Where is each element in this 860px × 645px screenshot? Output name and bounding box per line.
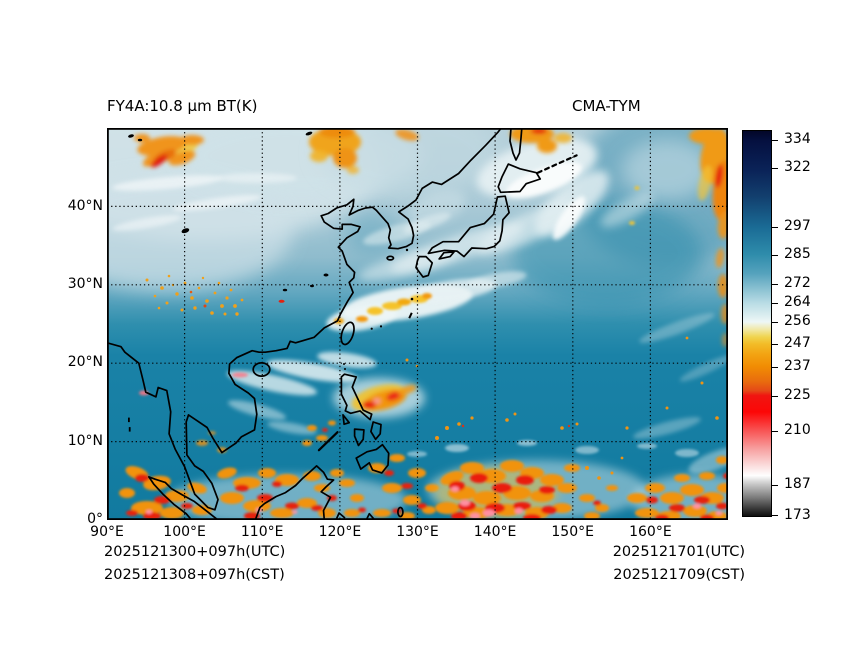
x-tick-110e: 110°E [240,524,284,540]
coast-palawan [317,431,339,452]
colorbar [742,130,772,517]
y-tick-10n: 10°N [67,433,103,449]
coast-luzon [340,373,373,421]
coast-samar-leyte [370,421,382,441]
y-tick-30n: 30°N [67,276,103,292]
valid-time-utc: 2025121701(UTC) [612,544,745,560]
lake-qinghai [181,228,190,234]
coast-taiwan [340,321,355,346]
colorbar-tickmark [772,140,778,142]
cb-tick-256: 256 [784,313,811,329]
axes-frame [106,127,729,521]
cb-tick-187: 187 [784,476,811,492]
y-tick-0: 0° [87,511,103,527]
coast-shikoku [438,251,455,260]
y-tick-20n: 20°N [67,354,103,370]
lakes-and-islets [128,131,414,432]
cb-tick-264: 264 [784,294,811,310]
x-tick-140e: 140°E [473,524,517,540]
cb-tick-334: 334 [784,131,811,147]
plot-title-left: FY4A:10.8 μm BT(K) [107,97,258,115]
x-tick-90e: 90°E [90,524,124,540]
x-tick-100e: 100°E [163,524,206,540]
coast-halmahera [397,506,404,518]
cb-tick-285: 285 [784,246,811,262]
satellite-bt-map [106,127,729,521]
cb-tick-173: 173 [784,507,811,523]
map-plot-area [106,127,729,521]
coast-sulawesi-a [335,512,346,520]
x-tick-150e: 150°E [551,524,594,540]
cb-tick-272: 272 [784,275,811,291]
coast-kyushu [415,255,434,278]
coast-sakhalin [509,128,523,161]
init-time-utc: 2025121300+097h(UTC) [104,544,286,560]
init-time-cst: 2025121308+097h(CST) [104,567,285,583]
coast-panay-negros [353,428,365,447]
coastlines [107,128,578,520]
coast-mindoro [342,414,351,426]
valid-time-cst: 2025121709(CST) [613,567,745,583]
cb-tick-225: 225 [784,387,811,403]
graticule [107,128,728,520]
plot-title-right: CMA-TYM [572,97,641,115]
cirrus-stipple [145,274,285,316]
cb-tick-210: 210 [784,422,811,438]
coast-kuril-islands [536,154,578,174]
x-tick-120e: 120°E [318,524,362,540]
coast-hainan [252,362,271,377]
x-tick-160e: 160°E [629,524,672,540]
coast-sulawesi-b [365,512,375,520]
coast-borneo [254,465,335,520]
andaman-islands [128,417,130,423]
coast-asia-mainland [107,128,503,511]
coast-honshu [427,195,510,258]
coast-hokkaido [497,163,542,194]
coast-sumatra [148,476,219,520]
cb-tick-237: 237 [784,358,811,374]
cb-tick-247: 247 [784,335,811,351]
y-tick-40n: 40°N [67,198,103,214]
cb-tick-322: 322 [784,159,811,175]
coast-mindanao [355,443,390,474]
x-tick-130e: 130°E [396,524,439,540]
okinawa-island [408,312,413,319]
coast-jeju [386,255,395,261]
convection-layer [119,128,728,520]
cb-tick-297: 297 [784,218,811,234]
